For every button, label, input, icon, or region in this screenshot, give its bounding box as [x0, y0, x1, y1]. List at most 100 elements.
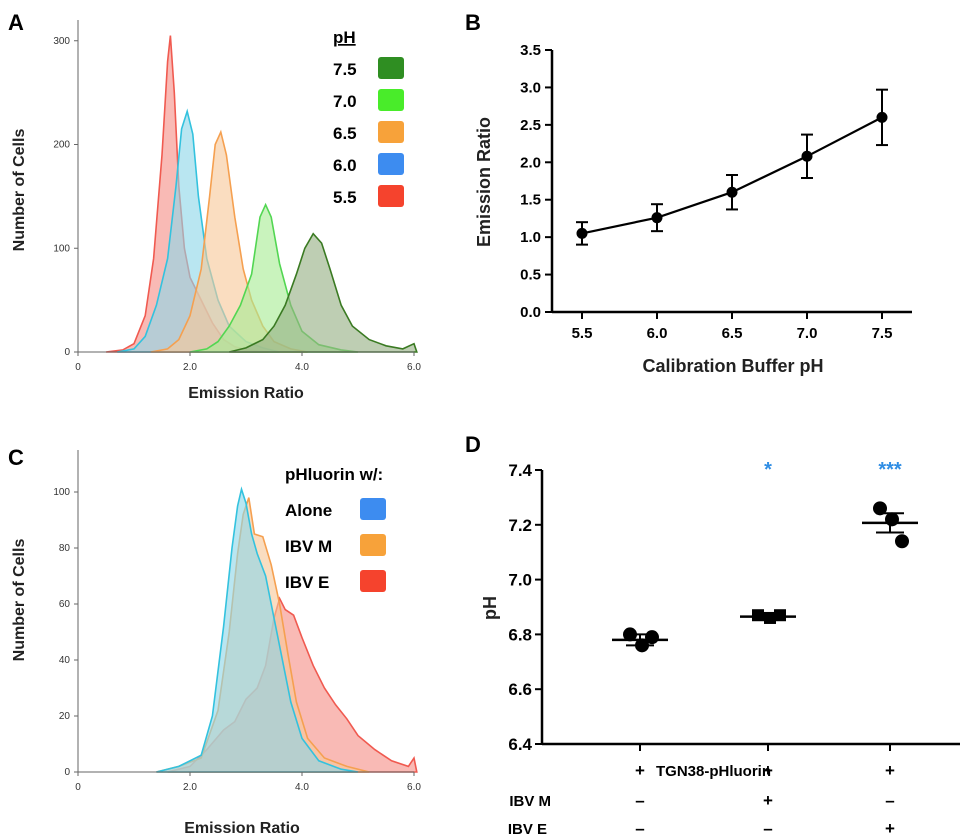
panel-b-x-tick-label: 6.5: [722, 325, 743, 342]
panel-d-condition-mark: +: [885, 819, 895, 838]
panel-a-series-7-5: [229, 232, 418, 353]
panel-c-legend-swatch: [360, 570, 386, 592]
panel-a-ticks: 0 2.0 4.0 6.0 0 100 200 300: [53, 36, 421, 373]
panel-label-b: B: [465, 10, 481, 35]
panel-a-y-tick-label: 100: [53, 243, 70, 254]
panel-a-x-label: Emission Ratio: [188, 385, 304, 402]
panel-c-y-label: Number of Cells: [11, 539, 28, 662]
panel-d-point: [895, 534, 909, 549]
panel-c-x-tick-label: 4.0: [295, 782, 309, 793]
panel-b-y-tick-label: 3.0: [520, 79, 541, 96]
panel-a-curves: [105, 35, 418, 353]
panel-d-y-tick-label: 6.8: [508, 625, 532, 644]
panel-a-x-tick-label: 4.0: [295, 362, 309, 373]
panel-d-condition-label: IBV E: [508, 821, 547, 838]
panel-d-conditions: TGN38-pHluorin+ + +IBV M – + –IBV E – – +: [508, 761, 895, 838]
panel-c-legend-swatch: [360, 498, 386, 520]
panel-d-point: [873, 501, 887, 516]
panel-b-x-tick-label: 7.5: [872, 325, 893, 342]
panel-label-d: D: [465, 432, 481, 457]
panel-a-legend-title: pH: [333, 28, 356, 47]
panel-b-data: [576, 88, 888, 246]
panel-c-legend-swatch: [360, 534, 386, 556]
panel-d-y-tick-label: 6.4: [508, 735, 532, 754]
panel-a-legend-swatch: [378, 185, 404, 207]
panel-c-x-tick-label: 6.0: [407, 782, 421, 793]
panel-c-y-tick-label: 0: [64, 767, 70, 778]
panel-b-y-tick-label: 2.0: [520, 154, 541, 171]
panel-c-x-tick-label: 2.0: [183, 782, 197, 793]
panel-b-point: [651, 212, 663, 224]
panel-d-data: * ***: [612, 459, 918, 653]
panel-b-y-tick-label: 3.5: [520, 42, 541, 59]
panel-b-x-tick-label: 7.0: [797, 325, 818, 342]
panel-d-scatter: 6.46.66.87.07.27.4 * *** pH TGN38-pHluori…: [480, 459, 960, 838]
panel-d-significance: ***: [878, 459, 902, 481]
panel-d-y-tick-label: 6.6: [508, 680, 532, 699]
panel-d-point: [885, 512, 899, 527]
panel-b-line-chart: 0.00.51.01.52.02.53.03.55.5 6.0 6.5 7.0 7.5 …: [474, 42, 912, 376]
panel-b-point: [801, 150, 813, 162]
panel-c-x-label: Emission Ratio: [184, 820, 300, 837]
panel-c-legend-label: IBV M: [285, 537, 332, 556]
panel-d-significance: *: [764, 459, 772, 481]
panel-b-y-tick-label: 0.5: [520, 267, 541, 284]
panel-d-condition-mark: +: [885, 761, 895, 780]
panel-b-x-tick-label: 6.0: [647, 325, 668, 342]
panel-a-legend-label: 6.5: [333, 124, 357, 143]
panel-label-c: C: [8, 445, 24, 470]
panel-a-x-tick-label: 2.0: [183, 362, 197, 373]
panel-b-y-tick-label: 1.0: [520, 229, 541, 246]
panel-a-legend-swatch: [378, 121, 404, 143]
panel-b-y-tick-label: 0.0: [520, 304, 541, 321]
panel-a-y-tick-label: 200: [53, 140, 70, 151]
panel-a-legend-label: 5.5: [333, 188, 357, 207]
panel-a-histogram: 0 2.0 4.0 6.0 0 100 200 300 Emission Ratio Numb…: [11, 20, 421, 402]
panel-a-y-label: Number of Cells: [11, 129, 28, 252]
panel-label-a: A: [8, 10, 24, 35]
panel-d-y-tick-label: 7.4: [508, 461, 532, 480]
panel-b-point: [726, 186, 738, 198]
panel-a-legend-label: 6.0: [333, 156, 357, 175]
panel-c-x-tick-label: 0: [75, 782, 81, 793]
panel-c-y-tick-label: 80: [59, 543, 71, 554]
panel-c-legend: pHluorin w/: Alone IBV M IBV E: [285, 465, 386, 592]
panel-d-condition-mark: +: [763, 791, 773, 810]
panel-c-histogram: 0 2.0 4.0 6.0 0 20 40 60 80 100 Emission Ratio Nu…: [11, 450, 421, 837]
panel-d-condition-mark: +: [635, 761, 645, 780]
panel-b-x-label: Calibration Buffer pH: [642, 356, 823, 376]
panel-c-series-alone: [156, 486, 359, 773]
panel-a-legend-swatch: [378, 57, 404, 79]
panel-b-y-label: Emission Ratio: [474, 117, 494, 247]
panel-c-y-tick-label: 40: [59, 655, 71, 666]
panel-d-ticks: 6.4 6.6 6.8 7.0 7.2 7.4: [508, 461, 891, 754]
panel-c-y-tick-label: 60: [59, 599, 71, 610]
panel-c-legend-title: pHluorin w/:: [285, 465, 383, 484]
panel-c-curves: [156, 486, 418, 773]
panel-a-x-tick-label: 0: [75, 362, 81, 373]
panel-c-y-tick-label: 20: [59, 711, 71, 722]
panel-a-legend: pH 7.5 7.0 6.5 6.0 5.5: [333, 28, 404, 207]
panel-a-legend-swatch: [378, 89, 404, 111]
panel-d-condition-mark: –: [635, 819, 644, 838]
panel-d-y-label: pH: [480, 596, 500, 620]
panel-a-y-tick-label: 0: [64, 347, 70, 358]
panel-d-condition-label: TGN38-pHluorin: [656, 763, 771, 780]
panel-a-legend-swatch: [378, 153, 404, 175]
panel-c-y-tick-label: 100: [53, 487, 70, 498]
panel-d-condition-mark: –: [635, 791, 644, 810]
panel-d-condition-mark: –: [763, 819, 772, 838]
panel-a-x-tick-label: 6.0: [407, 362, 421, 373]
panel-c-ticks: 0 2.0 4.0 6.0 0 20 40 60 80 100: [53, 487, 421, 793]
panel-d-point: [645, 630, 659, 645]
panel-d-y-tick-label: 7.2: [508, 516, 532, 535]
panel-b-point: [876, 111, 888, 123]
panel-d-y-tick-label: 7.0: [508, 571, 532, 590]
panel-c-legend-label: Alone: [285, 501, 332, 520]
panel-b-point: [576, 227, 588, 239]
panel-a-y-tick-label: 300: [53, 36, 70, 47]
panel-a-legend-label: 7.5: [333, 60, 357, 79]
panel-d-condition-label: IBV M: [509, 793, 551, 810]
panel-d-condition-mark: +: [763, 761, 773, 780]
